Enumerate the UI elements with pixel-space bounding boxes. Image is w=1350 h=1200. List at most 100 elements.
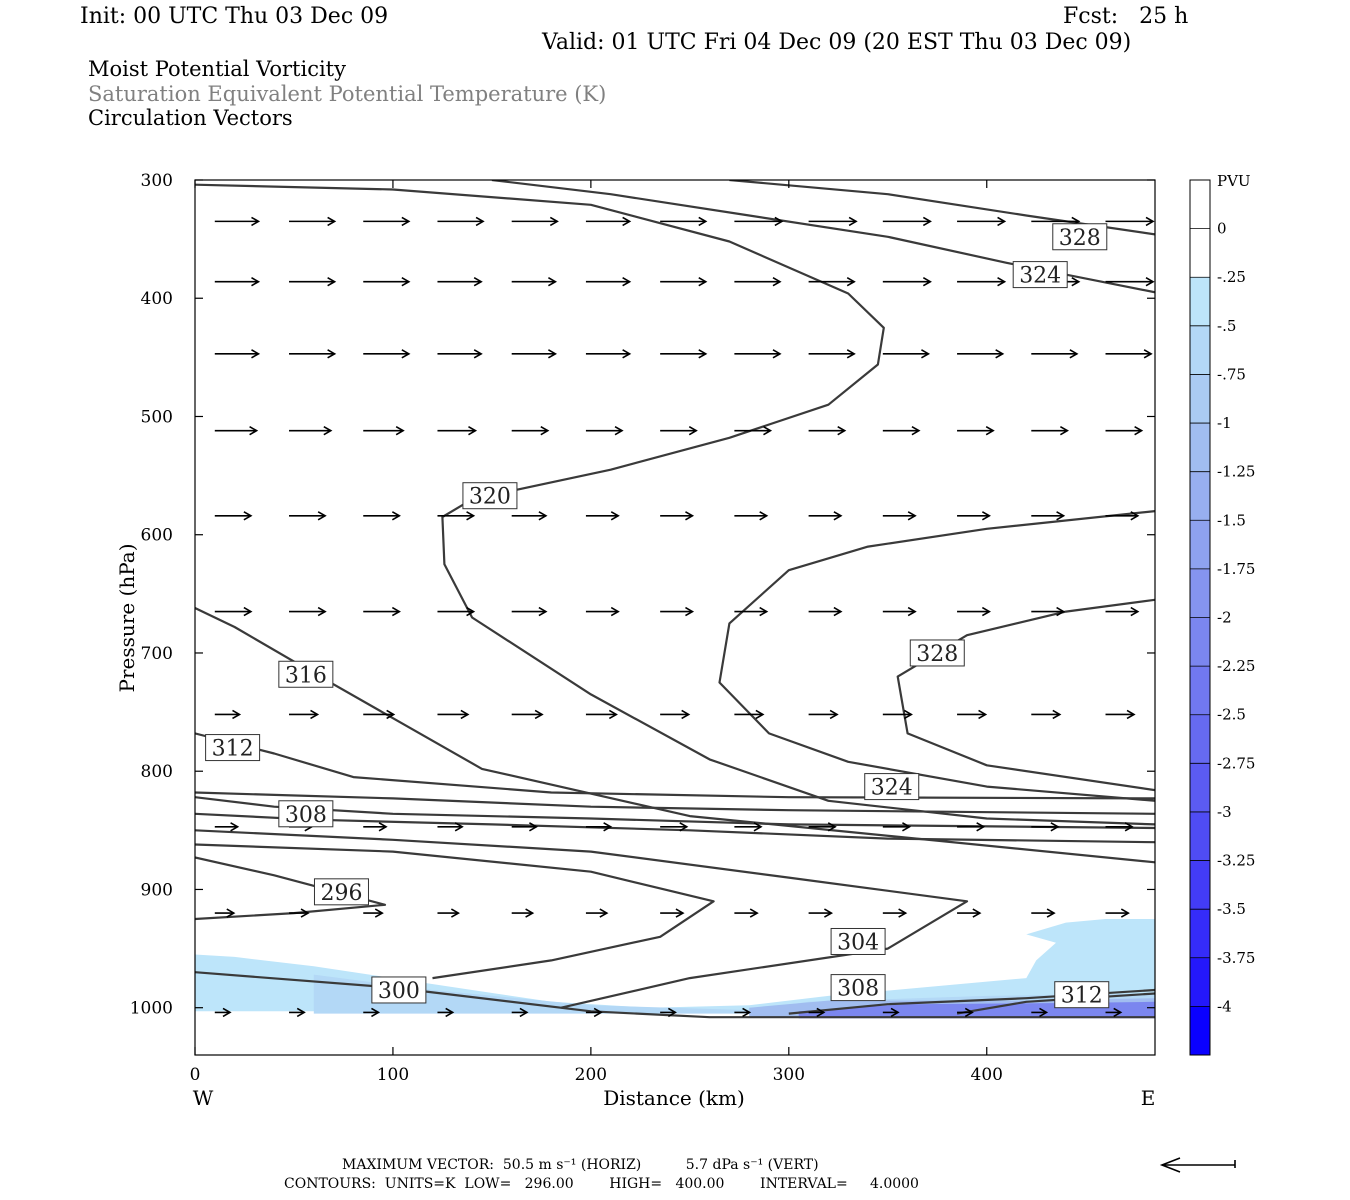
circulation-vector [734, 606, 769, 617]
vector-head [232, 709, 242, 720]
circulation-vector [363, 908, 384, 918]
y-tick-label: 900 [141, 880, 173, 900]
theta-contour-316 [195, 607, 1155, 864]
circulation-vector [1031, 511, 1066, 521]
vector-head [698, 276, 708, 287]
colorbar-segment [1190, 180, 1210, 229]
circulation-vector [1031, 349, 1079, 359]
circulation-vector [1031, 1007, 1049, 1018]
theta-contour-296 [195, 856, 387, 921]
vector-head [450, 908, 460, 918]
colorbar-segment [1190, 228, 1210, 278]
contour-label: 296 [313, 878, 369, 906]
colorbar-segment [1190, 568, 1210, 618]
circulation-vector [808, 216, 858, 227]
vector-head [964, 1007, 974, 1018]
circulation-vector [957, 276, 1007, 287]
vector-head [251, 349, 261, 359]
circulation-vector [214, 276, 261, 287]
y-axis-label: Pressure (hPa) [115, 544, 139, 693]
circulation-vector [289, 709, 320, 720]
circulation-vector [289, 276, 337, 287]
circulation-vector [882, 606, 917, 617]
circulation-vector [1031, 709, 1062, 720]
vector-head [1052, 709, 1062, 720]
circulation-vector [511, 216, 559, 227]
vector-head [749, 908, 759, 918]
circulation-vector [957, 1007, 974, 1018]
circulation-vector [1105, 1007, 1123, 1018]
circulation-vector [214, 216, 261, 227]
forecast-hour: Fcst: 25 h [1063, 4, 1189, 29]
circulation-vector [808, 822, 837, 832]
vector-head [614, 425, 624, 436]
vector-head [1046, 908, 1056, 918]
vector-head [549, 216, 559, 227]
circulation-vector [214, 822, 240, 832]
circulation-vector [214, 709, 242, 720]
contour-labels-layer: 328 324 320 328 316 312 324 308 296 304 300 308 312 [205, 223, 1110, 1009]
colorbar-segment [1190, 957, 1210, 1007]
vector-head [1056, 606, 1066, 617]
contour-label: 300 [371, 976, 427, 1004]
contour-label-text: 296 [320, 881, 362, 906]
contour-label-box [313, 878, 369, 906]
vector-head [907, 511, 917, 521]
contour-label-text: 304 [837, 930, 879, 955]
circulation-vector [363, 822, 388, 832]
contour-label-text: 312 [212, 737, 254, 762]
vector-head [772, 276, 782, 287]
contour-label: 316 [278, 660, 334, 688]
circulation-vector [511, 276, 558, 287]
circulation-vector [734, 425, 773, 436]
contour-label-box [909, 639, 965, 667]
circulation-vector [585, 511, 620, 521]
vector-head [1145, 276, 1155, 287]
circulation-vector [289, 511, 327, 521]
circulation-vector [511, 606, 548, 617]
circulation-vectors-layer [214, 216, 1155, 1018]
circulation-vector [882, 1007, 900, 1018]
circulation-vector [585, 908, 609, 918]
vector-head [1039, 1007, 1049, 1018]
contour-label-text: 312 [1061, 984, 1103, 1009]
circulation-vector [660, 822, 689, 832]
circulation-vector [437, 908, 460, 918]
vector-head [997, 216, 1007, 227]
circulation-vector [660, 276, 708, 287]
circulation-vector [437, 349, 483, 359]
circulation-vector [734, 709, 765, 720]
colorbar-units: PVU [1217, 172, 1251, 190]
colorbar-segment [1190, 1006, 1210, 1055]
circulation-vector [585, 349, 632, 359]
circulation-vector [1031, 822, 1060, 832]
vector-head [226, 908, 236, 918]
circulation-vector [734, 1007, 752, 1018]
vector-head [675, 908, 685, 918]
vector-head [890, 1007, 900, 1018]
vector-head [473, 276, 483, 287]
colorbar-segment [1190, 666, 1210, 715]
vector-head [230, 822, 240, 832]
y-tick-label: 500 [141, 407, 173, 427]
contour-label-text: 316 [285, 663, 327, 688]
vector-head [978, 709, 988, 720]
circulation-vector [808, 1007, 826, 1018]
vector-head [222, 1007, 232, 1018]
colorbar-label: -1.75 [1217, 560, 1255, 578]
circulation-vector [808, 511, 843, 521]
vector-head [898, 908, 908, 918]
colorbar-label: -1 [1217, 414, 1232, 432]
vector-head [846, 276, 856, 287]
vector-head [685, 511, 695, 521]
circulation-vector [363, 349, 411, 359]
circulation-vector [585, 1007, 603, 1018]
vector-head [249, 425, 259, 436]
vector-head [378, 822, 388, 832]
vector-head [296, 1007, 306, 1018]
vector-head [1071, 276, 1081, 287]
vector-head [599, 908, 609, 918]
theta-contour-300 [195, 971, 1155, 1019]
vector-head [667, 1007, 677, 1018]
